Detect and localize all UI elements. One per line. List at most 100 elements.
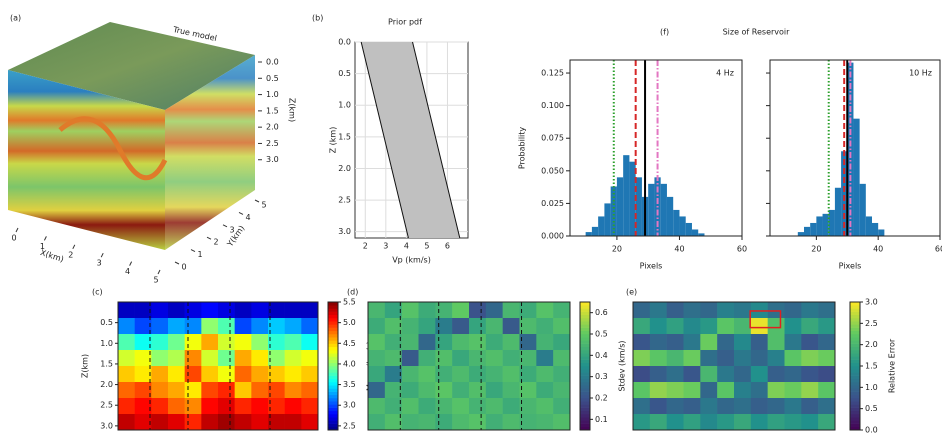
heatmap-cell — [368, 318, 386, 335]
colorbar-step — [328, 385, 338, 389]
colorbar-step — [328, 375, 338, 380]
bar — [679, 216, 686, 236]
heatmap-cell — [401, 350, 419, 367]
colorbar-step — [580, 305, 590, 309]
heatmap-cell — [401, 366, 419, 383]
x-tick — [157, 269, 161, 275]
heatmap-cell — [384, 302, 402, 319]
heatmap-cell — [750, 382, 768, 399]
heatmap-cell — [801, 334, 819, 351]
colorbar-step — [580, 314, 590, 319]
colorbar-step — [328, 327, 338, 332]
heatmap-cell — [435, 350, 453, 367]
heatmap-cell — [401, 414, 419, 431]
colorbar-step — [580, 426, 590, 431]
y-tick-label: 1.0 — [338, 101, 351, 110]
heatmap-cell — [502, 382, 520, 399]
colorbar-step — [328, 330, 338, 335]
heatmap-cell — [649, 414, 667, 431]
heatmap-cell — [502, 398, 520, 415]
heatmap-cell — [633, 414, 651, 431]
heatmap-cell — [734, 398, 752, 415]
heatmap-cell — [750, 414, 768, 431]
y-tick-label: 0.050 — [541, 166, 564, 175]
heatmap-cell — [633, 366, 651, 383]
colorbar-step — [850, 407, 860, 412]
heatmap-cell — [666, 398, 684, 415]
colorbar-step — [850, 375, 860, 380]
colorbar-step — [850, 353, 860, 357]
colorbar-step — [328, 362, 338, 367]
y-tick-label: 0.5 — [100, 318, 113, 327]
colorbar-step — [580, 330, 590, 335]
cube-top — [8, 22, 255, 110]
x-tick — [15, 227, 19, 233]
colorbar-step — [328, 372, 338, 376]
heatmap-cell — [553, 350, 571, 367]
heatmap-cell — [118, 318, 135, 335]
colorbar-step — [850, 369, 860, 373]
y-tick-label: 0 — [181, 263, 186, 272]
heatmap-cell — [384, 366, 402, 383]
y-tick — [190, 249, 196, 253]
colorbar-step — [850, 308, 860, 312]
heatmap-cell — [649, 302, 667, 319]
plot-frame — [367, 301, 571, 431]
heatmap-cell — [536, 398, 554, 415]
heatmap-cell — [683, 350, 701, 367]
colorbar-step — [850, 334, 860, 338]
x-tick-label: 6 — [445, 242, 450, 251]
z-axis-label: Z(km) — [288, 98, 297, 122]
heatmap-cell — [666, 366, 684, 383]
heatmap-cell — [469, 366, 487, 383]
heatmap-cell — [251, 334, 269, 351]
heatmap-cell — [767, 318, 785, 335]
x-tick-label: 40 — [674, 245, 684, 254]
heatmap-cell — [301, 334, 319, 351]
heatmap-cell — [553, 334, 571, 351]
heatmap-cell — [418, 366, 436, 383]
chart-title: Prior pdf — [388, 18, 422, 27]
y-tick — [238, 211, 244, 215]
colorbar-label: Relative Error — [888, 338, 897, 393]
colorbar-label: Stdev (km/s) — [618, 340, 627, 391]
colorbar-step — [580, 340, 590, 344]
colorbar-step — [328, 302, 338, 306]
heatmap-cell — [401, 382, 419, 399]
heatmap-cell — [649, 334, 667, 351]
heatmap-cell — [184, 382, 202, 399]
colorbar-tick-label: 4.0 — [343, 359, 356, 368]
colorbar-step — [328, 420, 338, 424]
y-tick-label: 1.5 — [338, 132, 351, 141]
y-axis-label: Y(km) — [225, 224, 246, 249]
heatmap-cell — [633, 398, 651, 415]
heatmap-cell — [666, 350, 684, 367]
heatmap-cell — [469, 318, 487, 335]
colorbar-step — [580, 401, 590, 405]
heatmap-cell — [452, 366, 470, 383]
heatmap-cell — [666, 334, 684, 351]
heatmap-cell — [134, 382, 152, 399]
z-tick-label: 2.0 — [266, 123, 279, 132]
heatmap-cell — [553, 318, 571, 335]
bar — [635, 177, 642, 236]
heatmap-cell — [784, 334, 802, 351]
colorbar-step — [580, 327, 590, 332]
heatmap-cell — [519, 398, 537, 415]
heatmap-cell — [750, 366, 768, 383]
plot-frame — [117, 301, 319, 431]
heatmap-cell — [666, 414, 684, 431]
colorbar-step — [850, 305, 860, 309]
heatmap-cell — [401, 398, 419, 415]
colorbar-step — [850, 378, 860, 383]
colorbar-step — [580, 410, 590, 415]
colorbar-step — [850, 423, 860, 428]
colorbar-step — [850, 414, 860, 418]
x-tick-label: 20 — [612, 245, 622, 254]
bar — [629, 161, 636, 236]
colorbar-step — [328, 321, 338, 325]
heatmap-cell — [485, 414, 503, 431]
heatmap-cell — [218, 334, 235, 351]
heatmap-cell — [151, 414, 169, 431]
x-tick-label: 5 — [153, 276, 158, 285]
